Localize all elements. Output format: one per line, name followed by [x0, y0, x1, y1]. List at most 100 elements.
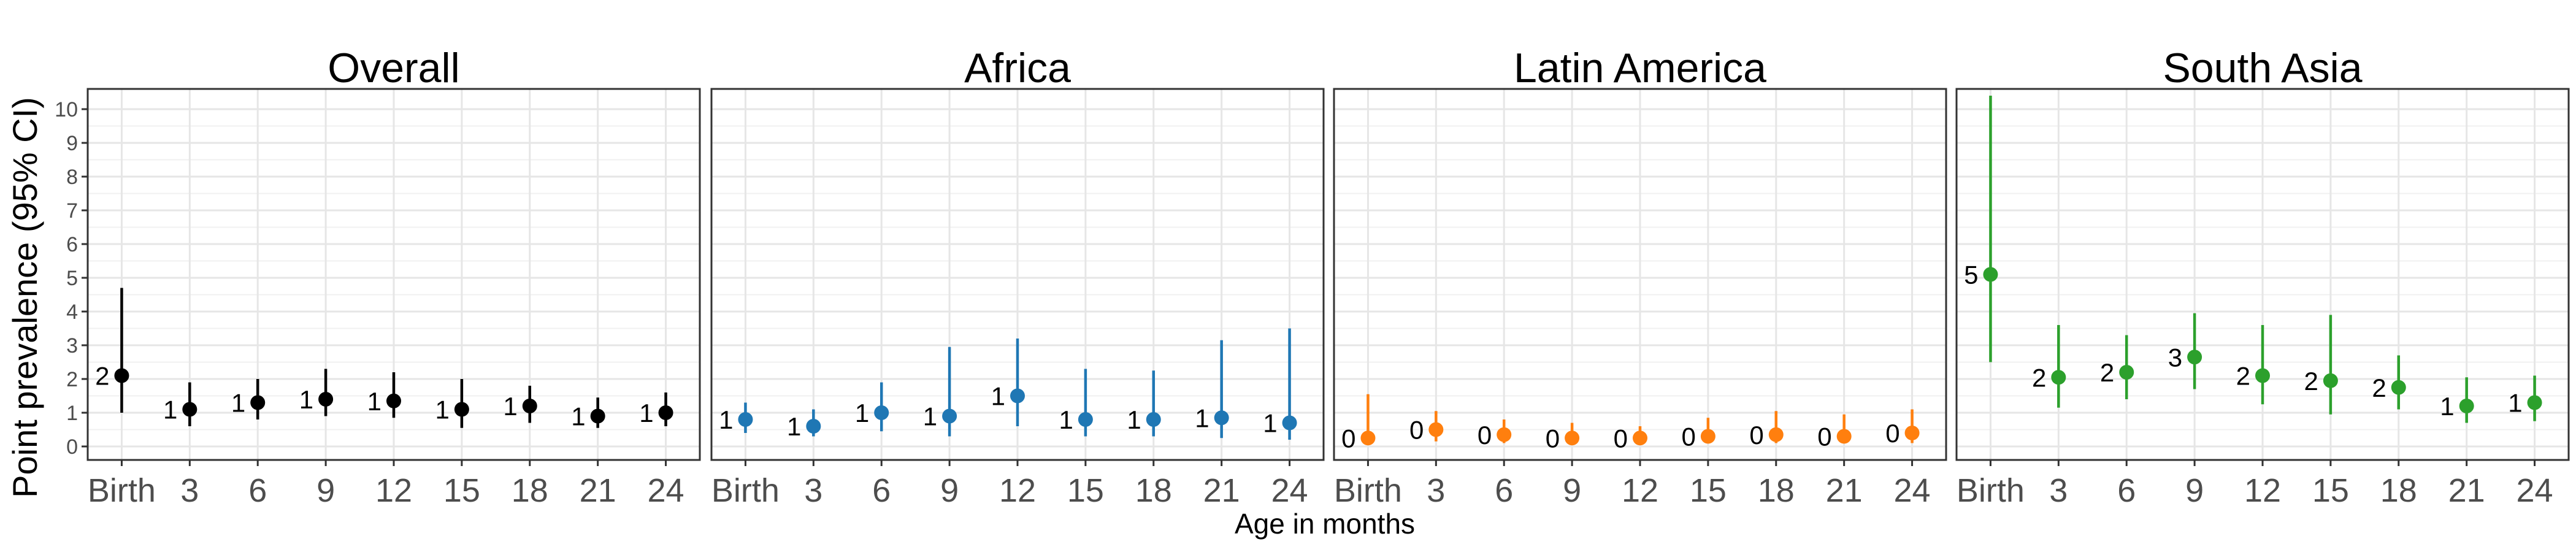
x-tick-label: 15	[2312, 472, 2349, 509]
data-point	[1497, 427, 1512, 442]
data-label: 1	[923, 402, 937, 431]
x-tick-label: 12	[375, 472, 412, 509]
y-tick-label: 0	[66, 435, 78, 459]
data-point	[1214, 410, 1229, 426]
data-label: 1	[571, 402, 585, 431]
data-point	[590, 408, 605, 424]
data-point	[2459, 399, 2474, 413]
panel-title: Latin America	[1514, 45, 1766, 91]
data-label: 2	[2236, 362, 2250, 391]
data-point	[318, 392, 334, 407]
data-label: 1	[231, 389, 245, 418]
data-label: 2	[2100, 358, 2114, 387]
data-label: 2	[2372, 373, 2386, 402]
data-point	[2187, 350, 2202, 365]
data-point	[1360, 431, 1376, 446]
data-point	[2119, 365, 2134, 380]
data-label: 1	[2508, 389, 2522, 418]
data-label: 1	[1195, 404, 1209, 432]
panel-border	[86, 88, 701, 461]
x-tick-label: 9	[940, 472, 959, 509]
x-tick-label: 15	[1690, 472, 1727, 509]
panel-title: Africa	[964, 45, 1071, 91]
x-tick-label: 9	[2185, 472, 2204, 509]
data-label: 1	[1263, 409, 1277, 438]
data-point	[2255, 368, 2270, 383]
x-tick-label: 21	[1826, 472, 1863, 509]
x-tick-label: 9	[1563, 472, 1581, 509]
x-tick-label: 12	[2244, 472, 2281, 509]
x-tick-label: 6	[248, 472, 267, 509]
data-point	[454, 402, 469, 417]
y-tick-label: 10	[55, 98, 78, 121]
panel-border	[1333, 88, 1947, 461]
x-tick-label: Birth	[88, 472, 156, 509]
facet-panel-latin-america: Latin America Birth 3 6 9 12 15 18 21 24 0 0 0 0 0 0 0 0 0	[1333, 45, 1947, 509]
panel-border	[710, 88, 1325, 461]
x-tick-label: 12	[1622, 472, 1658, 509]
data-point	[1010, 388, 1025, 404]
x-tick-label: 21	[1203, 472, 1240, 509]
x-tick-label: 18	[1758, 472, 1795, 509]
x-tick-label: 24	[648, 472, 684, 509]
data-point	[2051, 370, 2066, 385]
data-label: 0	[1478, 421, 1492, 450]
x-tick-label: 18	[512, 472, 548, 509]
x-tick-label: 6	[872, 472, 891, 509]
x-tick-label: 12	[999, 472, 1036, 509]
data-label: 3	[2168, 343, 2182, 372]
data-point	[522, 399, 537, 413]
data-point	[738, 412, 753, 427]
data-label: 0	[1885, 419, 1899, 448]
y-tick-label: 3	[66, 334, 78, 358]
data-label: 2	[2032, 363, 2046, 392]
data-point	[942, 408, 957, 424]
x-tick-label: 21	[580, 472, 616, 509]
panel-title: Overall	[328, 45, 459, 91]
data-point	[1904, 426, 1920, 440]
data-label: 0	[1682, 423, 1696, 451]
data-label: 1	[435, 396, 450, 424]
data-point	[658, 405, 673, 420]
x-tick-label: 21	[2448, 472, 2485, 509]
x-tick-label: 3	[2049, 472, 2068, 509]
data-label: 1	[163, 396, 177, 424]
data-label: 1	[991, 382, 1005, 411]
y-tick-label: 1	[66, 402, 78, 425]
data-point	[386, 393, 401, 408]
data-point	[874, 405, 889, 420]
y-tick-label: 9	[66, 132, 78, 155]
y-axis-title: Point prevalence (95% CI)	[6, 97, 44, 498]
x-tick-label: Birth	[711, 472, 780, 509]
data-label: 1	[1059, 405, 1073, 434]
data-point	[2323, 373, 2338, 388]
data-label: 1	[639, 399, 653, 427]
facet-panel-africa: Africa Birth 3 6 9 12 15 18 21 24 1 1 1 1 1 1 1 1 1	[710, 45, 1325, 509]
y-tick-label: 8	[66, 166, 78, 189]
data-label: 2	[95, 362, 109, 391]
x-tick-label: 18	[2380, 472, 2417, 509]
data-point	[1282, 415, 1297, 431]
data-point	[806, 419, 821, 434]
data-label: 1	[787, 412, 801, 441]
data-point	[2527, 395, 2542, 410]
data-label: 1	[2440, 392, 2454, 421]
x-tick-label: Birth	[1334, 472, 1402, 509]
x-axis-title: Age in months	[1235, 508, 1415, 540]
data-label: 0	[1817, 423, 1831, 451]
x-tick-label: 3	[1427, 472, 1445, 509]
data-point	[182, 402, 197, 417]
data-point	[1768, 427, 1784, 442]
data-point	[250, 395, 266, 410]
data-point	[1565, 431, 1580, 446]
data-point	[114, 368, 129, 383]
data-point	[1078, 412, 1093, 427]
x-tick-label: 24	[1271, 472, 1308, 509]
y-tick-label: 5	[66, 267, 78, 290]
x-tick-label: 15	[1067, 472, 1104, 509]
y-tick-label: 4	[66, 300, 78, 324]
